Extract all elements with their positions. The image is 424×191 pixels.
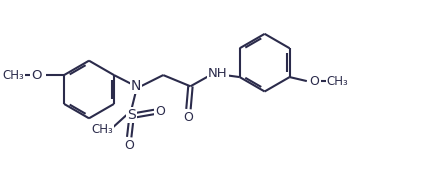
Text: O: O	[124, 139, 134, 152]
Text: O: O	[31, 69, 42, 82]
Text: CH₃: CH₃	[327, 75, 349, 88]
Text: O: O	[156, 105, 165, 118]
Text: CH₃: CH₃	[2, 69, 24, 82]
Text: NH: NH	[208, 67, 228, 80]
Text: CH₃: CH₃	[91, 123, 113, 136]
Text: S: S	[127, 108, 136, 122]
Text: N: N	[131, 79, 141, 93]
Text: O: O	[309, 75, 319, 88]
Text: O: O	[184, 111, 193, 124]
